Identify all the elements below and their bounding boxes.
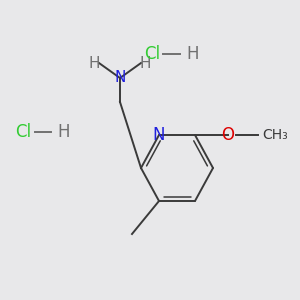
Text: H: H <box>140 56 151 70</box>
Text: Cl: Cl <box>15 123 31 141</box>
Text: H: H <box>186 45 199 63</box>
Text: CH₃: CH₃ <box>262 128 288 142</box>
Text: O: O <box>221 126 235 144</box>
Text: Cl: Cl <box>144 45 160 63</box>
Text: N: N <box>114 70 126 86</box>
Text: N: N <box>153 126 165 144</box>
Text: H: H <box>89 56 100 70</box>
Text: H: H <box>57 123 70 141</box>
